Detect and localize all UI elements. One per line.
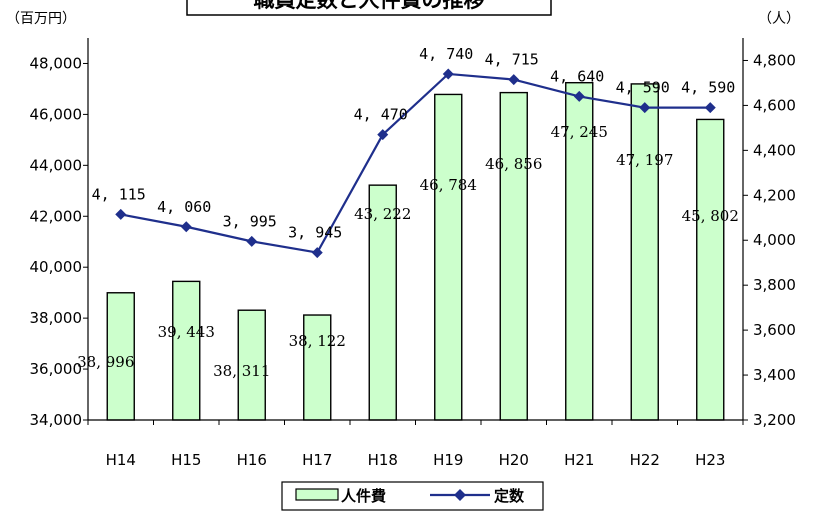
chart-title: 職員定数と人件費の推移 [254, 0, 485, 12]
axes: 34,000 36,000 38,000 40,000 42,000 44,000 46,0… [30, 38, 796, 469]
line-point-H15 [180, 221, 192, 233]
line-point-H19 [442, 68, 454, 80]
bar-label-H19: 46, 784 [420, 176, 477, 194]
x-tick-label-H20: H20 [499, 451, 529, 469]
bar-label-H14: 38, 996 [77, 353, 134, 371]
x-tick-label-H22: H22 [630, 451, 660, 469]
x-tick-label-H17: H17 [302, 451, 332, 469]
legend-swatch-bar [295, 488, 339, 501]
line-label-H14: 4, 115 [92, 185, 146, 203]
line-point-H22 [639, 102, 651, 114]
y-left-tick-label: 46,000 [30, 105, 83, 123]
bar-H16 [237, 309, 266, 421]
line-point-H20 [508, 74, 520, 86]
y-left-tick-label: 38,000 [30, 309, 83, 327]
legend-label-bar: 人件費 [341, 487, 386, 505]
bar-label-H22: 47, 197 [616, 151, 673, 169]
y-right-tick-label: 3,400 [753, 366, 796, 384]
bar-label-H20: 46, 856 [485, 155, 542, 173]
y-right-tick-label: 3,600 [753, 321, 796, 339]
chart-title-box: 職員定数と人件費の推移 [186, 0, 552, 16]
y-left-tick-label: 36,000 [30, 360, 83, 378]
y-right-tick-label: 4,200 [753, 186, 796, 204]
y-right-tick-label: 4,600 [753, 96, 796, 114]
y-right-tick-label: 4,800 [753, 51, 796, 69]
x-tick-label-H18: H18 [368, 451, 398, 469]
bar-H21 [565, 81, 594, 421]
legend: 人件費 定数 [281, 481, 544, 511]
legend-marker-diamond [454, 489, 466, 501]
x-tick-label-H16: H16 [237, 451, 267, 469]
x-tick-label-H21: H21 [564, 451, 594, 469]
line-label-H15: 4, 060 [157, 198, 211, 216]
y-left-tick-label: 40,000 [30, 258, 83, 276]
x-tick-label-H19: H19 [433, 451, 463, 469]
bar-H22 [630, 83, 659, 421]
bar-label-H17: 38, 122 [289, 332, 346, 350]
x-tick-label-H23: H23 [695, 451, 725, 469]
y-right-tick-label: 3,800 [753, 276, 796, 294]
bar-H14 [106, 292, 135, 421]
line-label-H16: 3, 995 [223, 212, 277, 230]
x-tick-label-H14: H14 [106, 451, 136, 469]
x-tick-label-H15: H15 [171, 451, 201, 469]
bar-H20 [499, 91, 528, 421]
bar-label-H18: 43, 222 [354, 205, 411, 223]
y-left-tick-label: 48,000 [30, 54, 83, 72]
line-label-H21: 4, 640 [550, 67, 604, 85]
data-labels: 4, 115 4, 060 3, 995 3, 945 4, 470 4, 740 4, 7… [77, 45, 739, 380]
y-left-tick-label: 34,000 [30, 411, 83, 429]
y-right-tick-label: 3,200 [753, 411, 796, 429]
y-right-tick-label: 4,000 [753, 231, 796, 249]
line-point-H21 [573, 90, 585, 102]
line-label-H23: 4, 590 [681, 79, 735, 97]
line-point-H17 [311, 247, 323, 259]
line-series [115, 68, 716, 259]
line-label-H17: 3, 945 [288, 224, 342, 242]
line-label-H22: 4, 590 [616, 79, 670, 97]
bar-label-H15: 39, 443 [158, 323, 215, 341]
line-path [120, 72, 711, 254]
legend-label-line: 定数 [494, 487, 525, 505]
bar-series [106, 81, 725, 421]
bar-label-H21: 47, 245 [551, 123, 608, 141]
y-left-tick-label: 44,000 [30, 156, 83, 174]
line-label-H20: 4, 715 [485, 51, 539, 69]
line-point-H18 [377, 129, 389, 141]
line-point-H23 [704, 102, 716, 114]
line-label-H18: 4, 470 [354, 106, 408, 124]
bar-label-H23: 45, 802 [682, 207, 739, 225]
y-right-tick-label: 4,400 [753, 141, 796, 159]
right-axis-unit: （人） [758, 11, 800, 27]
bar-H15 [172, 280, 201, 421]
line-point-H14 [115, 208, 127, 220]
left-axis-unit: （百万円） [6, 11, 76, 27]
line-point-H16 [246, 235, 258, 247]
bar-H19 [434, 93, 463, 421]
y-left-tick-label: 42,000 [30, 207, 83, 225]
bar-H23 [696, 118, 725, 421]
bar-label-H16: 38, 311 [213, 362, 270, 380]
bar-H17 [303, 314, 332, 421]
line-label-H19: 4, 740 [419, 45, 473, 63]
